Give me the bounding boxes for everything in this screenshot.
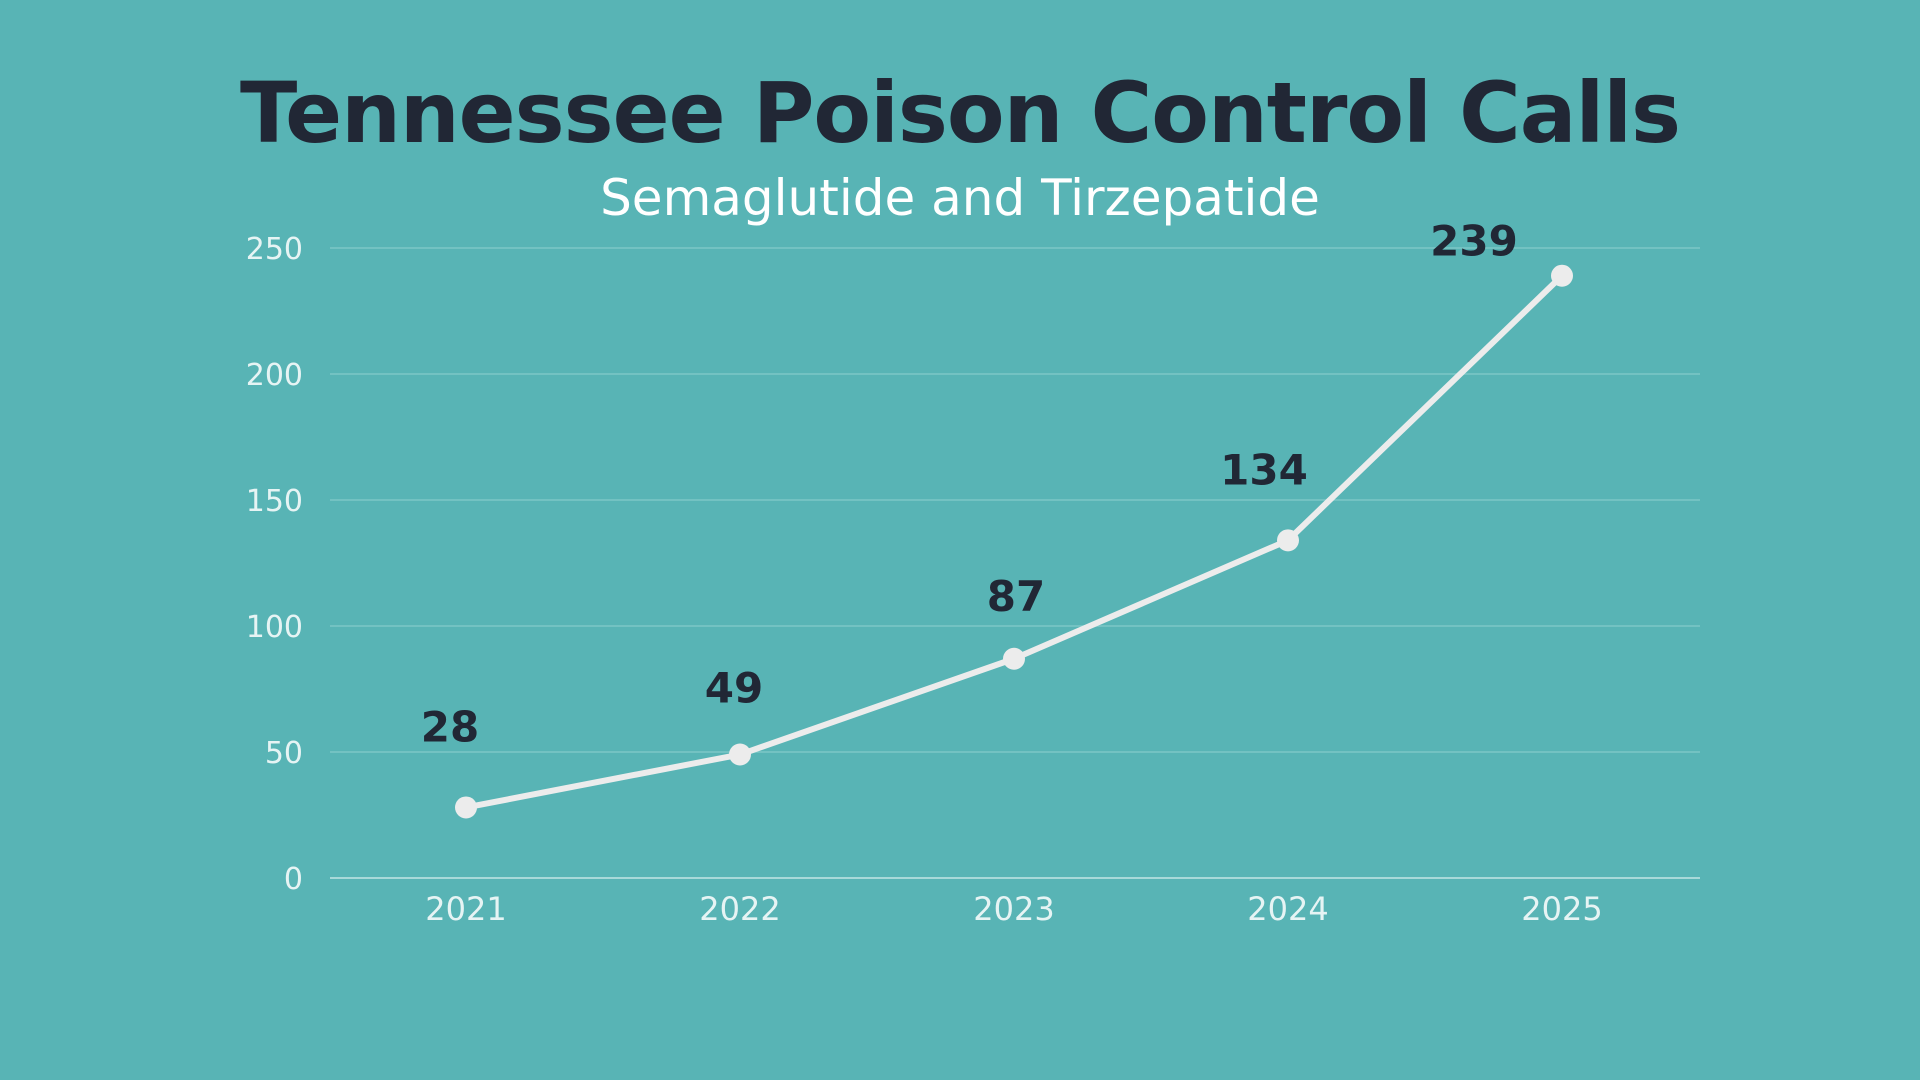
data-point xyxy=(1003,647,1025,670)
x-tick-label: 2022 xyxy=(699,890,780,928)
data-label: 239 xyxy=(1430,217,1518,266)
y-axis: 0 50 100 150 200 250 xyxy=(246,232,303,897)
x-tick-label: 2021 xyxy=(425,890,506,928)
grid-lines xyxy=(330,247,1700,879)
y-tick-label: 0 xyxy=(284,862,303,897)
y-tick-label: 100 xyxy=(246,610,303,645)
x-tick-label: 2023 xyxy=(973,890,1054,928)
x-axis: 2021 2022 2023 2024 2025 xyxy=(425,890,1602,928)
data-label: 134 xyxy=(1220,445,1308,494)
data-point xyxy=(455,796,477,819)
y-tick-label: 250 xyxy=(246,232,303,267)
y-tick-label: 200 xyxy=(246,358,303,393)
data-label: 49 xyxy=(705,664,763,713)
data-point xyxy=(1277,529,1299,552)
data-label: 87 xyxy=(987,572,1045,621)
x-tick-label: 2025 xyxy=(1521,890,1602,928)
data-point xyxy=(729,743,751,766)
y-tick-label: 150 xyxy=(246,484,303,519)
data-label: 28 xyxy=(421,702,479,751)
series-line xyxy=(463,272,1565,811)
x-tick-label: 2024 xyxy=(1247,890,1328,928)
data-labels: 28 49 87 134 239 xyxy=(421,217,1518,752)
y-tick-label: 50 xyxy=(265,736,303,771)
chart-subtitle: Semaglutide and Tirzepatide xyxy=(600,169,1320,227)
chart-title: Tennessee Poison Control Calls xyxy=(239,64,1681,162)
series-group xyxy=(455,264,1573,819)
data-point xyxy=(1551,264,1573,287)
